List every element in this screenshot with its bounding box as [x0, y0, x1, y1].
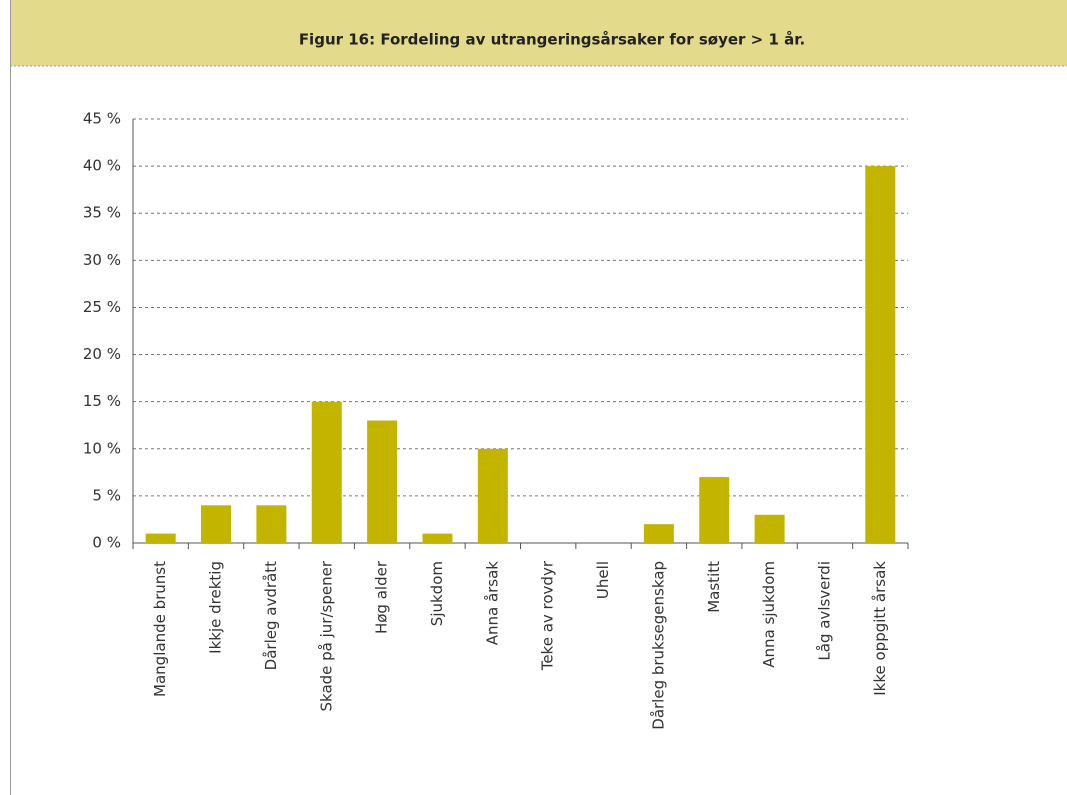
y-tick-label: 25 %	[83, 298, 121, 316]
x-tick-label: Teke av rovdyr	[539, 560, 557, 671]
bar	[201, 505, 232, 543]
x-tick-label: Skade på jur/spener	[317, 560, 335, 711]
x-tick-label: Uhell	[594, 561, 612, 599]
x-tick-label: Dårleg bruksegenskap	[649, 561, 667, 730]
bar	[865, 166, 896, 543]
y-tick-label: 0 %	[92, 534, 121, 552]
y-tick-label: 20 %	[83, 345, 121, 363]
x-tick-label: Anna årsak	[483, 561, 501, 646]
y-tick-label: 35 %	[83, 204, 121, 222]
bar	[145, 533, 176, 543]
x-tick-label: Mastitt	[705, 561, 723, 613]
y-tick-label: 10 %	[83, 439, 121, 457]
x-tick-label: Ikke oppgitt årsak	[871, 561, 889, 696]
x-tick-label: Sjukdom	[428, 561, 446, 626]
y-tick-label: 45 %	[83, 110, 121, 128]
y-tick-label: 40 %	[83, 157, 121, 175]
x-tick-label: Anna sjukdom	[760, 561, 778, 668]
chart-title: Figur 16: Fordeling av utrangeringsårsak…	[299, 31, 805, 49]
bar	[699, 477, 730, 543]
header-band	[10, 0, 1067, 66]
x-tick-label: Høg alder	[373, 560, 391, 634]
bar	[754, 514, 785, 543]
y-tick-label: 15 %	[83, 392, 121, 410]
x-tick-label: Låg avlsverdi	[815, 561, 833, 661]
bar	[477, 448, 508, 543]
y-tick-label: 5 %	[92, 486, 121, 504]
bar	[311, 401, 342, 543]
bar	[256, 505, 287, 543]
x-tick-label: Dårleg avdrått	[262, 561, 280, 670]
x-tick-label: Manglande brunst	[151, 561, 169, 697]
bar	[422, 533, 453, 543]
bar	[367, 420, 398, 543]
y-tick-label: 30 %	[83, 251, 121, 269]
x-tick-label: Ikkje drektig	[207, 561, 225, 654]
bar	[643, 524, 674, 543]
